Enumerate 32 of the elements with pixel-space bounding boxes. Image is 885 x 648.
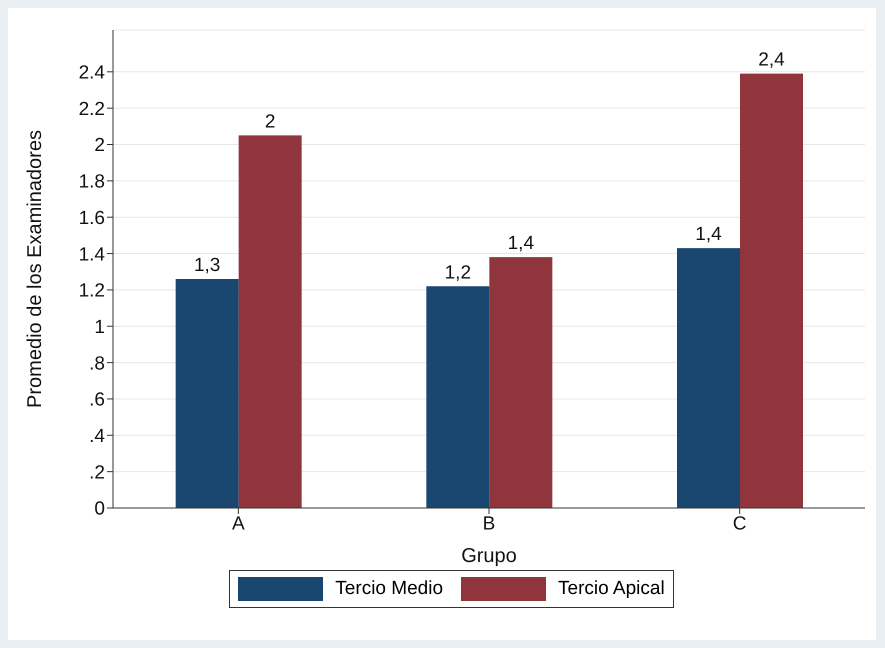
data-label: 2,4	[758, 50, 786, 71]
y-tick-label: .2	[89, 462, 105, 484]
x-tick-label: B	[482, 513, 496, 534]
y-tick-label: 1.2	[78, 280, 105, 302]
y-tick-label: 2	[94, 135, 105, 156]
bar	[677, 248, 740, 508]
y-axis-title: Promedio de los Examinadores	[24, 130, 46, 408]
x-tick-label: C	[732, 513, 747, 534]
x-axis-title: Grupo	[461, 545, 517, 567]
bar	[238, 135, 302, 508]
data-label: 1,4	[508, 233, 534, 254]
bar	[489, 257, 552, 508]
y-tick-label: 1	[94, 316, 105, 338]
bar	[426, 286, 490, 508]
legend-label: Tercio Medio	[335, 578, 444, 600]
y-tick-label: 1.4	[78, 244, 106, 266]
data-label: 1,2	[444, 262, 472, 284]
y-tick-label: .6	[89, 390, 105, 411]
data-label: 2	[264, 111, 276, 132]
data-label: 1,4	[695, 224, 722, 246]
y-tick-label: 0	[94, 498, 105, 520]
legend-label: Tercio Apical	[558, 578, 665, 600]
bar	[176, 278, 239, 508]
bar	[740, 74, 803, 508]
y-tick-label: .4	[89, 426, 106, 448]
y-tick-label: 1.8	[78, 172, 105, 193]
data-label: 1,3	[194, 254, 220, 276]
x-tick-label: A	[232, 513, 245, 534]
y-tick-label: .8	[89, 353, 105, 374]
y-tick-label: 2.4	[78, 62, 106, 84]
y-tick-label: 1.6	[78, 208, 105, 229]
y-tick-label: 2.2	[78, 98, 105, 120]
